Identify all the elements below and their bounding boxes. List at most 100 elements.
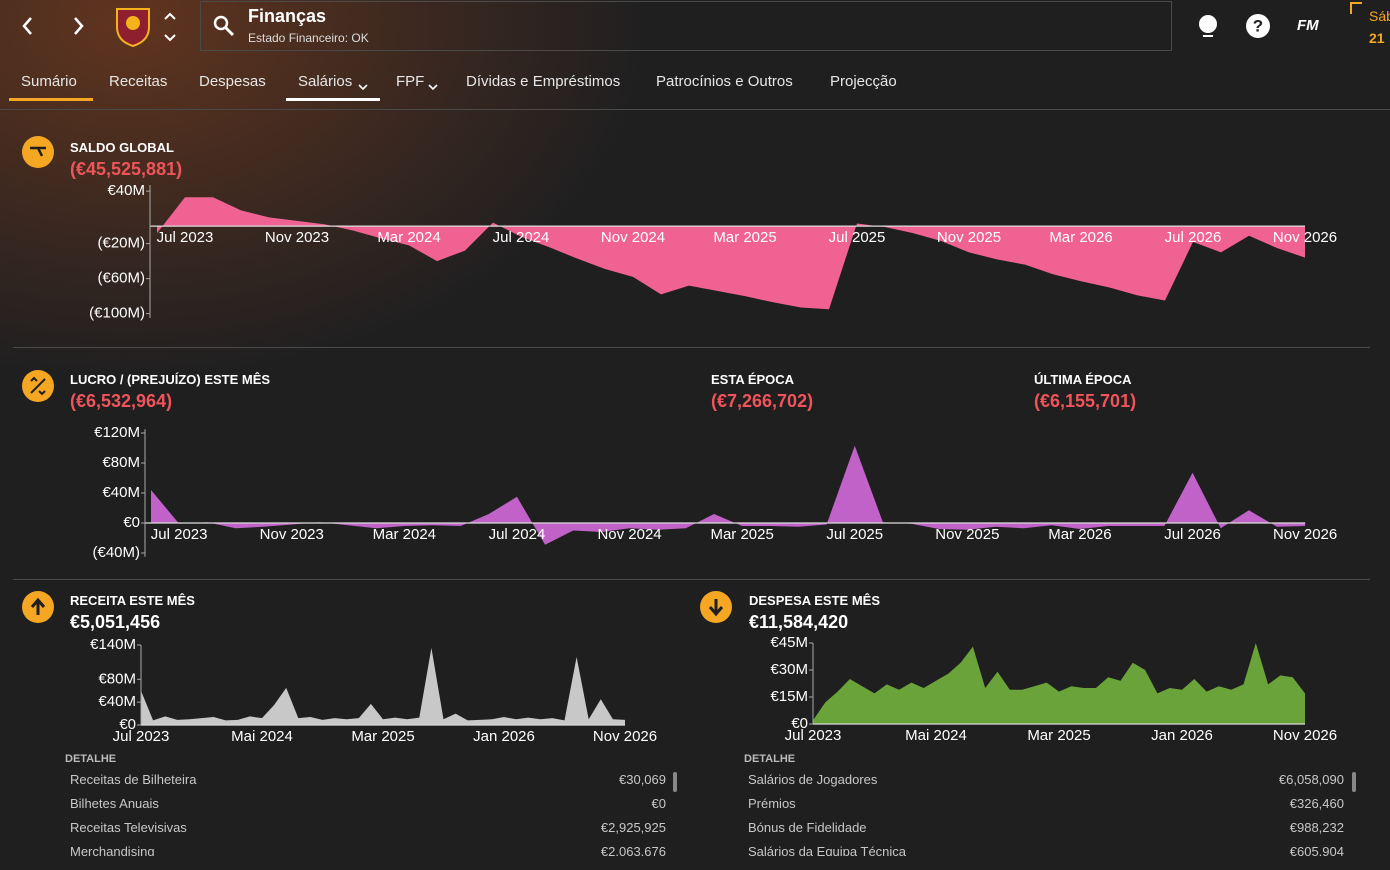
area (157, 197, 1305, 310)
date-number: 21 (1369, 30, 1385, 46)
detail-label: Receitas Televisivas (70, 820, 187, 835)
y-tick-label: €0 (119, 716, 136, 733)
x-tick-label: Nov 2025 (935, 526, 999, 543)
x-tick-label: Jul 2023 (785, 727, 842, 744)
y-tick-label: €40M (102, 484, 140, 501)
x-tick-label: Nov 2026 (1273, 727, 1337, 744)
separator (13, 579, 1370, 580)
detail-title: DETALHE (65, 753, 117, 765)
tab[interactable]: FPF (396, 73, 425, 90)
separator (0, 109, 1390, 110)
x-tick-label: Nov 2023 (260, 526, 324, 543)
y-tick-label: €0 (791, 715, 808, 732)
tab[interactable]: Sumário (21, 73, 77, 90)
detail-label: Merchandising (70, 844, 155, 856)
y-tick-label: €15M (770, 688, 808, 705)
x-tick-label: Mar 2025 (713, 229, 776, 246)
detail-label: Prémios (748, 796, 796, 811)
panel-value: (€7,266,702) (711, 391, 814, 411)
x-tick-label: Jul 2024 (493, 229, 550, 246)
x-tick-label: Mar 2025 (351, 728, 414, 745)
detail-value: €326,460 (1289, 796, 1344, 811)
back-button[interactable] (18, 14, 38, 38)
panel-title: ÚLTIMA ÉPOCA (1034, 372, 1132, 387)
x-tick-label: Mai 2024 (905, 727, 967, 744)
scrollbar[interactable] (673, 772, 677, 792)
detail-label: Bónus de Fidelidade (748, 820, 867, 835)
x-tick-label: Nov 2024 (597, 526, 661, 543)
globe-button[interactable] (1197, 14, 1219, 38)
detail-value: €988,232 (1289, 820, 1344, 835)
detail-value: €0 (651, 796, 666, 811)
x-tick-label: Jul 2023 (157, 229, 214, 246)
tab[interactable]: Salários (298, 73, 353, 90)
panel-title: SALDO GLOBAL (70, 140, 174, 155)
y-tick-label: €30M (770, 661, 808, 678)
forward-button[interactable] (68, 14, 88, 38)
x-tick-label: Jul 2023 (113, 728, 170, 745)
x-tick-label: Mar 2024 (373, 526, 436, 543)
panel-value: (€6,532,964) (70, 391, 173, 411)
club-switch[interactable] (162, 10, 178, 44)
tab-active-underline (9, 98, 93, 101)
y-tick-label: (€20M) (97, 235, 145, 252)
page-subtitle: Estado Financeiro: OK (248, 31, 369, 45)
detail-list: Receitas de Bilheteira €30,069 Bilhetes An… (70, 772, 666, 856)
panel-value: (€45,525,881) (70, 159, 183, 179)
detail-label: Bilhetes Anuais (70, 796, 159, 811)
club-badge[interactable] (115, 5, 151, 48)
search-icon (212, 14, 236, 38)
tab[interactable]: Projecção (830, 73, 897, 90)
panel-icon (22, 370, 54, 402)
y-tick-label: (€60M) (97, 270, 145, 287)
detail-value: €30,069 (619, 772, 666, 787)
panel-value: €5,051,456 (70, 612, 161, 632)
date-corner (1350, 2, 1362, 14)
x-tick-label: Mar 2025 (1027, 727, 1090, 744)
area (141, 647, 625, 725)
y-tick-label: €45M (770, 634, 808, 651)
y-tick-label: €0 (123, 514, 140, 531)
x-tick-label: Jul 2025 (829, 229, 886, 246)
detail-title: DETALHE (744, 753, 796, 765)
area (813, 643, 1305, 724)
x-tick-label: Nov 2025 (937, 229, 1001, 246)
x-tick-label: Jul 2024 (489, 526, 546, 543)
panel-title: LUCRO / (PREJUÍZO) ESTE MÊS (70, 372, 271, 387)
detail-label: Receitas de Bilheteira (70, 772, 197, 787)
x-tick-label: Jan 2026 (473, 728, 535, 745)
panel-title: DESPESA ESTE MÊS (749, 593, 880, 608)
tab[interactable]: Despesas (199, 73, 266, 90)
x-tick-label: Mar 2026 (1048, 526, 1111, 543)
detail-value: €2,925,925 (600, 820, 666, 835)
panel-value: (€6,155,701) (1034, 391, 1137, 411)
search-box[interactable] (200, 1, 1172, 51)
x-tick-label: Jul 2023 (151, 526, 208, 543)
tab[interactable]: Receitas (109, 73, 168, 90)
tab[interactable]: Patrocínios e Outros (656, 73, 793, 90)
detail-value: €605,904 (1289, 844, 1344, 856)
x-tick-label: Mai 2024 (231, 728, 293, 745)
tab[interactable]: Dívidas e Empréstimos (466, 73, 621, 90)
date-day: Sáb (1369, 8, 1390, 24)
panel-icon (22, 591, 54, 623)
y-tick-label: €80M (98, 670, 136, 687)
help-button[interactable]: ? (1246, 14, 1270, 38)
panel-icon (22, 136, 54, 168)
detail-value: €6,058,090 (1278, 772, 1344, 787)
y-tick-label: (€40M) (92, 544, 140, 561)
scrollbar[interactable] (1352, 772, 1356, 792)
x-tick-label: Nov 2024 (601, 229, 665, 246)
y-tick-label: €140M (90, 636, 136, 653)
x-tick-label: Jul 2026 (1165, 229, 1222, 246)
y-tick-label: €120M (94, 424, 140, 441)
x-tick-label: Mar 2026 (1049, 229, 1112, 246)
tab-hover-underline (286, 98, 380, 101)
x-tick-label: Nov 2026 (1273, 229, 1337, 246)
panel-value: €11,584,420 (749, 612, 849, 632)
fm-logo[interactable]: FM (1297, 17, 1319, 34)
x-tick-label: Jul 2025 (826, 526, 883, 543)
svg-text:?: ? (1253, 16, 1263, 35)
